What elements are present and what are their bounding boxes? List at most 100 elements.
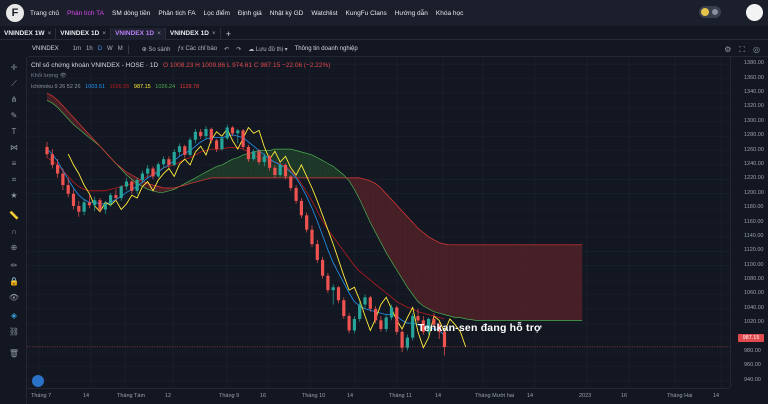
time-tick-label: Tháng Hai xyxy=(667,393,693,399)
chart-tab[interactable]: VNINDEX 1W × xyxy=(0,27,57,40)
nav-item[interactable]: Lọc điểm xyxy=(203,9,230,17)
nav-item[interactable]: KungFu Clans xyxy=(345,9,387,17)
cloud-segment xyxy=(460,244,466,319)
trash-icon[interactable]: 🗑 xyxy=(8,349,20,358)
price-tick-label: 1040.00 xyxy=(744,304,764,311)
pencil-lock-icon[interactable]: ✏ xyxy=(10,261,18,270)
nav-item[interactable]: SM dòng tiền xyxy=(112,9,151,17)
cloud-segment xyxy=(402,210,408,288)
brand-logo[interactable]: F xyxy=(6,4,24,22)
volume-legend[interactable]: Khối lượng 👁 xyxy=(31,73,330,79)
eye-icon[interactable]: 👁 xyxy=(8,293,20,302)
save-chart-button[interactable]: ☁ Lưu đồ thị ▾ xyxy=(248,46,288,53)
chart-tab[interactable]: VNINDEX 1D × xyxy=(111,27,166,40)
layers-icon[interactable]: ◈ xyxy=(10,311,18,320)
cloud-segment xyxy=(545,244,551,321)
candle-body xyxy=(294,187,298,201)
candle-body xyxy=(278,164,282,176)
star-icon[interactable]: ★ xyxy=(10,191,18,200)
ruler-icon[interactable]: 📏 xyxy=(9,211,19,220)
ohlc-values: O 1008.23 H 1009.86 L 974.61 C 987.15 −2… xyxy=(163,62,331,69)
cloud-segment xyxy=(391,199,397,270)
candle-body xyxy=(45,146,49,155)
lock-icon[interactable]: 🔒 xyxy=(9,277,19,286)
link-icon[interactable]: ⛓ xyxy=(8,327,20,336)
price-axis[interactable]: 1380.00 1360.00 1340.00 1320.00 1300.00 1280.… xyxy=(730,57,768,387)
fib-icon[interactable]: ≡ xyxy=(11,159,17,168)
save-chart-label: Lưu đồ thị xyxy=(255,46,283,53)
pitchfork-icon[interactable]: ⋔ xyxy=(10,95,18,104)
screenshot-icon[interactable]: ◎ xyxy=(753,45,760,54)
price-tick-label: 1240.00 xyxy=(744,160,764,167)
candle-body xyxy=(146,168,150,174)
candle-body xyxy=(156,164,160,177)
drawing-toolbar: ✛ ⟋ ⋔ ✎ T ⋈ ≡ ⌗ ★ 📏 ∩ ⊕ ✏ 🔒 👁 ◈ ⛓ 🗑 xyxy=(0,57,27,404)
interval-option[interactable]: 1h xyxy=(86,46,93,52)
close-tab-icon[interactable]: × xyxy=(47,30,52,37)
chart-tab[interactable]: VNINDEX 1D × xyxy=(166,27,221,40)
avatar[interactable] xyxy=(746,4,763,21)
compare-button[interactable]: ⊕ So sánh xyxy=(141,46,171,53)
nav-item[interactable]: Trang chủ xyxy=(30,9,60,17)
interval-option[interactable]: W xyxy=(107,46,113,52)
candle-body xyxy=(395,307,399,332)
cloud-segment xyxy=(227,159,233,178)
nav-item[interactable]: Watchlist xyxy=(311,9,338,17)
magnet-icon[interactable]: ∩ xyxy=(11,227,17,236)
cloud-segment xyxy=(486,244,493,321)
pattern-icon[interactable]: ⋈ xyxy=(10,143,18,152)
nav-item[interactable]: Phân tích FA xyxy=(158,9,196,17)
tab-label: VNINDEX 1D xyxy=(115,30,155,37)
candle-body xyxy=(172,151,176,165)
nav-item[interactable]: Định giá xyxy=(237,9,262,17)
brush-icon[interactable]: ✎ xyxy=(10,111,18,120)
candle-body xyxy=(289,176,293,188)
company-info-button[interactable]: Thông tin doanh nghiệp xyxy=(294,46,358,52)
span-a-value: 1026.24 xyxy=(155,84,176,90)
time-axis[interactable]: Tháng 7 14 Tháng Tám 12 Tháng 9 16 Tháng 10 14 T… xyxy=(27,388,730,404)
eye-icon[interactable]: 👁 xyxy=(59,73,67,79)
candle-body xyxy=(209,128,213,141)
close-tab-icon[interactable]: × xyxy=(102,30,107,37)
tab-list: VNINDEX 1W × VNINDEX 1D × VNINDEX 1D × VNINDEX… xyxy=(0,27,221,40)
price-chart[interactable] xyxy=(27,57,730,388)
price-tick-label: 980.00 xyxy=(744,348,761,355)
candle-body xyxy=(326,275,330,291)
candle-body xyxy=(283,164,288,177)
fullscreen-icon[interactable]: ⛶ xyxy=(739,45,746,54)
span-b-line xyxy=(46,92,583,246)
candle-body xyxy=(236,130,240,134)
symbol-search[interactable]: VNINDEX xyxy=(32,46,59,52)
interval-option[interactable]: 1m xyxy=(72,46,82,52)
sun-icon xyxy=(701,8,709,16)
undo-button[interactable]: ↶ xyxy=(224,46,230,53)
tenkan-value: 1003.51 xyxy=(85,84,105,90)
settings-icon[interactable]: ⚙ xyxy=(724,45,732,54)
cloud-segment xyxy=(412,222,418,302)
close-tab-icon[interactable]: × xyxy=(157,30,161,37)
time-tick-label: 14 xyxy=(527,393,534,399)
add-tab-button[interactable]: + xyxy=(225,28,231,39)
interval-option[interactable]: D xyxy=(97,46,103,52)
redo-button[interactable]: ↷ xyxy=(236,46,242,53)
chart-tab[interactable]: VNINDEX 1D × xyxy=(56,27,112,40)
cloud-segment xyxy=(68,111,74,125)
nav-item[interactable]: Nhật ký GD xyxy=(269,9,304,17)
zoom-icon[interactable]: ⊕ xyxy=(10,243,18,252)
cloud-segment xyxy=(524,244,530,321)
nav-item[interactable]: Phân tích TA xyxy=(67,9,105,17)
candle-body xyxy=(246,146,250,160)
nav-item[interactable]: Hướng dẫn xyxy=(394,9,428,17)
close-tab-icon[interactable]: × xyxy=(211,30,216,37)
text-icon[interactable]: T xyxy=(11,127,17,136)
measure-icon[interactable]: ⌗ xyxy=(11,175,17,184)
trendline-icon[interactable]: ⟋ xyxy=(11,79,17,88)
indicators-button[interactable]: ƒx Các chỉ báo xyxy=(177,46,218,52)
crosshair-icon[interactable]: ✛ xyxy=(10,63,18,72)
interval-option[interactable]: M xyxy=(117,46,123,52)
time-tick-label: Tháng 10 xyxy=(302,393,326,399)
candle-body xyxy=(368,297,372,309)
theme-toggle[interactable] xyxy=(699,6,721,18)
nav-item[interactable]: Khóa học xyxy=(435,9,464,17)
ichimoku-legend[interactable]: Ichimoku 9 26 52 26 1003.51 1026.55 987.… xyxy=(31,84,330,90)
